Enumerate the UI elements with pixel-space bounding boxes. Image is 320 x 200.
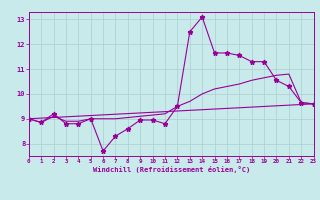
X-axis label: Windchill (Refroidissement éolien,°C): Windchill (Refroidissement éolien,°C) xyxy=(92,166,250,173)
